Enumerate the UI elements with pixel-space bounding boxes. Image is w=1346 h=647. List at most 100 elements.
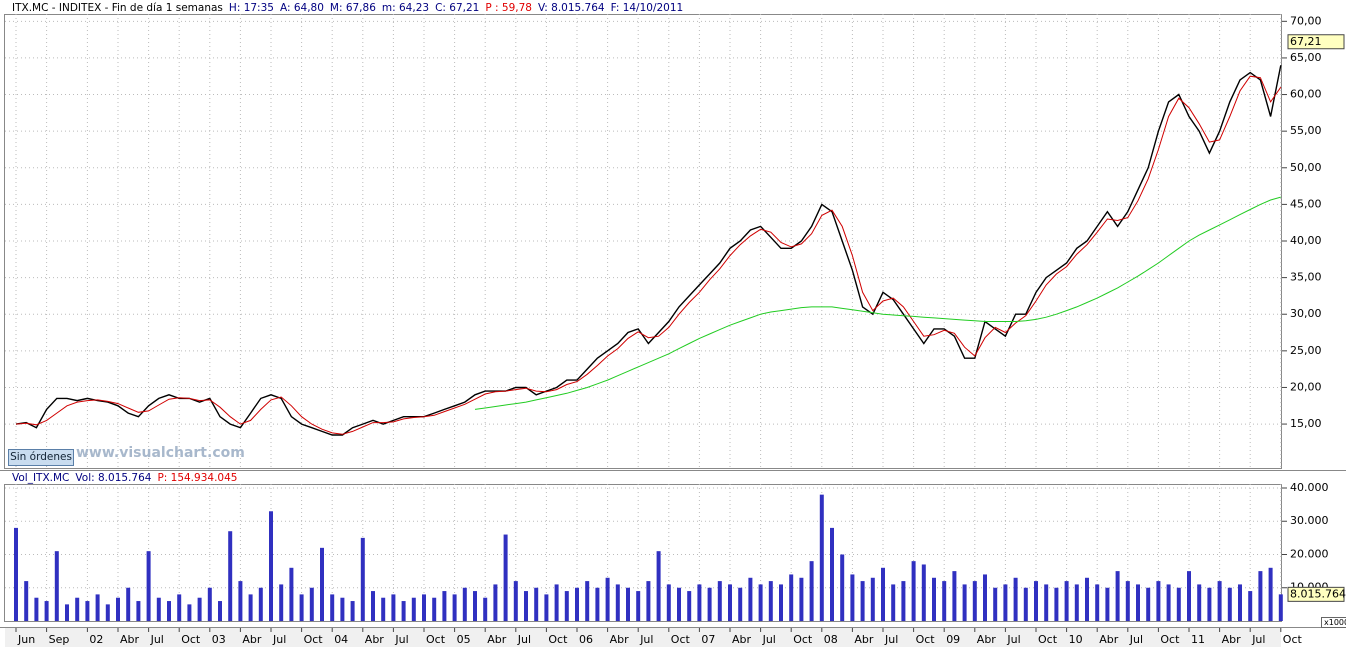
header-item: M: 67,86 bbox=[329, 2, 376, 14]
volume-bar bbox=[330, 594, 335, 621]
y-tick-label: 40,00 bbox=[1290, 234, 1322, 247]
volume-bar bbox=[870, 577, 875, 621]
volume-bar bbox=[840, 554, 845, 621]
volume-bar bbox=[1023, 587, 1028, 621]
volume-bar bbox=[116, 597, 120, 621]
volume-bar bbox=[585, 581, 590, 621]
x-tick-label: Oct bbox=[1160, 633, 1180, 646]
volume-bar bbox=[503, 534, 508, 621]
volume-bar bbox=[1095, 584, 1100, 621]
volume-bar bbox=[860, 581, 865, 621]
volume-bar bbox=[534, 587, 539, 621]
volume-bar bbox=[167, 601, 171, 621]
volume-bar bbox=[340, 597, 345, 621]
volume-bar bbox=[687, 591, 692, 621]
volume-bar bbox=[1187, 571, 1191, 621]
y-tick-label: 20,00 bbox=[1290, 380, 1322, 393]
volume-bar bbox=[269, 511, 273, 621]
x-tick-label: 09 bbox=[946, 633, 960, 646]
x-tick-label: Abr bbox=[242, 633, 262, 646]
volume-bar bbox=[575, 587, 579, 621]
price-pane bbox=[4, 14, 1282, 469]
y-tick-label: 65,00 bbox=[1290, 51, 1322, 64]
x-tick-label: 05 bbox=[457, 633, 471, 646]
volume-bar bbox=[483, 597, 488, 621]
volume-bar bbox=[1227, 587, 1232, 621]
x-tick-label: Jul bbox=[762, 633, 776, 646]
last-value-label: 8.015.764 bbox=[1290, 587, 1346, 600]
volume-bar bbox=[656, 551, 661, 621]
x-tick-label: Abr bbox=[487, 633, 507, 646]
volume-bar bbox=[24, 581, 29, 621]
x-tick-label: Oct bbox=[181, 633, 201, 646]
x-tick-label: Abr bbox=[1099, 633, 1119, 646]
volume-bar bbox=[34, 597, 39, 621]
x-tick-label: Abr bbox=[365, 633, 385, 646]
volume-bar bbox=[1115, 571, 1120, 621]
volume-bar bbox=[779, 584, 783, 621]
volume-bar bbox=[1064, 581, 1069, 621]
volume-bar bbox=[758, 584, 763, 621]
x-tick-label: Abr bbox=[120, 633, 140, 646]
header-item: C: 67,21 bbox=[435, 2, 480, 14]
volume-bar bbox=[54, 551, 59, 621]
volume-bar bbox=[381, 597, 386, 621]
volume-bar bbox=[279, 584, 284, 621]
volume-bar bbox=[850, 574, 855, 621]
volume-bar bbox=[473, 591, 477, 621]
volume-bar bbox=[677, 587, 681, 621]
x-tick-label: 08 bbox=[824, 633, 838, 646]
volume-bar bbox=[962, 584, 967, 621]
x-tick-label: Jul bbox=[639, 633, 653, 646]
volume-bar bbox=[248, 594, 253, 621]
volume-bar bbox=[646, 581, 651, 621]
volume-bar bbox=[799, 577, 804, 621]
x-tick-label: Oct bbox=[793, 633, 813, 646]
volume-header: Vol_ITX.MC Vol: 8.015.764 P: 154.934.045 bbox=[12, 471, 237, 485]
volume-bar bbox=[921, 564, 926, 621]
volume-bar bbox=[258, 587, 263, 621]
x-tick-label: Abr bbox=[732, 633, 752, 646]
orders-button[interactable]: Sin órdenes bbox=[8, 449, 74, 466]
volume-header-item: Vol_ITX.MC bbox=[12, 472, 70, 484]
header-item: H: 17:35 bbox=[228, 2, 274, 14]
x-tick-label: Oct bbox=[1283, 633, 1303, 646]
x-tick-label: Jul bbox=[150, 633, 164, 646]
volume-bar bbox=[707, 587, 712, 621]
volume-bar bbox=[391, 594, 396, 621]
volume-bar bbox=[1034, 581, 1038, 621]
volume-bar bbox=[156, 597, 161, 621]
volume-bar bbox=[952, 571, 957, 621]
volume-bar bbox=[1207, 587, 1212, 621]
volume-bar bbox=[238, 581, 243, 621]
price-line bbox=[15, 65, 1282, 436]
volume-bar bbox=[1248, 591, 1253, 621]
header-item: P : 59,78 bbox=[485, 2, 532, 14]
volume-bar bbox=[738, 587, 743, 621]
volume-bar bbox=[830, 527, 834, 621]
header-item: F: 14/10/2011 bbox=[610, 2, 684, 14]
volume-bar bbox=[748, 577, 753, 621]
volume-bar bbox=[299, 594, 304, 621]
volume-bar bbox=[350, 601, 355, 621]
y-tick-label: 25,00 bbox=[1290, 344, 1322, 357]
volume-bar bbox=[1217, 581, 1222, 621]
y-tick-label: 30.000 bbox=[1290, 514, 1329, 527]
volume-bar bbox=[697, 584, 702, 621]
volume-bar bbox=[717, 581, 722, 621]
volume-bar bbox=[1136, 584, 1140, 621]
y-tick-label: 20.000 bbox=[1290, 547, 1329, 560]
volume-bar bbox=[1268, 567, 1273, 621]
volume-bar bbox=[1238, 584, 1242, 621]
x-tick-label: Oct bbox=[671, 633, 691, 646]
y-tick-label: 15,00 bbox=[1290, 417, 1322, 430]
volume-bar bbox=[1105, 587, 1110, 621]
x-tick-label: Jul bbox=[884, 633, 898, 646]
volume-bar bbox=[809, 561, 814, 621]
price-line bbox=[474, 196, 1281, 410]
x-tick-label: Abr bbox=[1222, 633, 1242, 646]
volume-bar bbox=[422, 594, 426, 621]
volume-bar bbox=[728, 584, 732, 621]
volume-bar bbox=[901, 581, 906, 621]
